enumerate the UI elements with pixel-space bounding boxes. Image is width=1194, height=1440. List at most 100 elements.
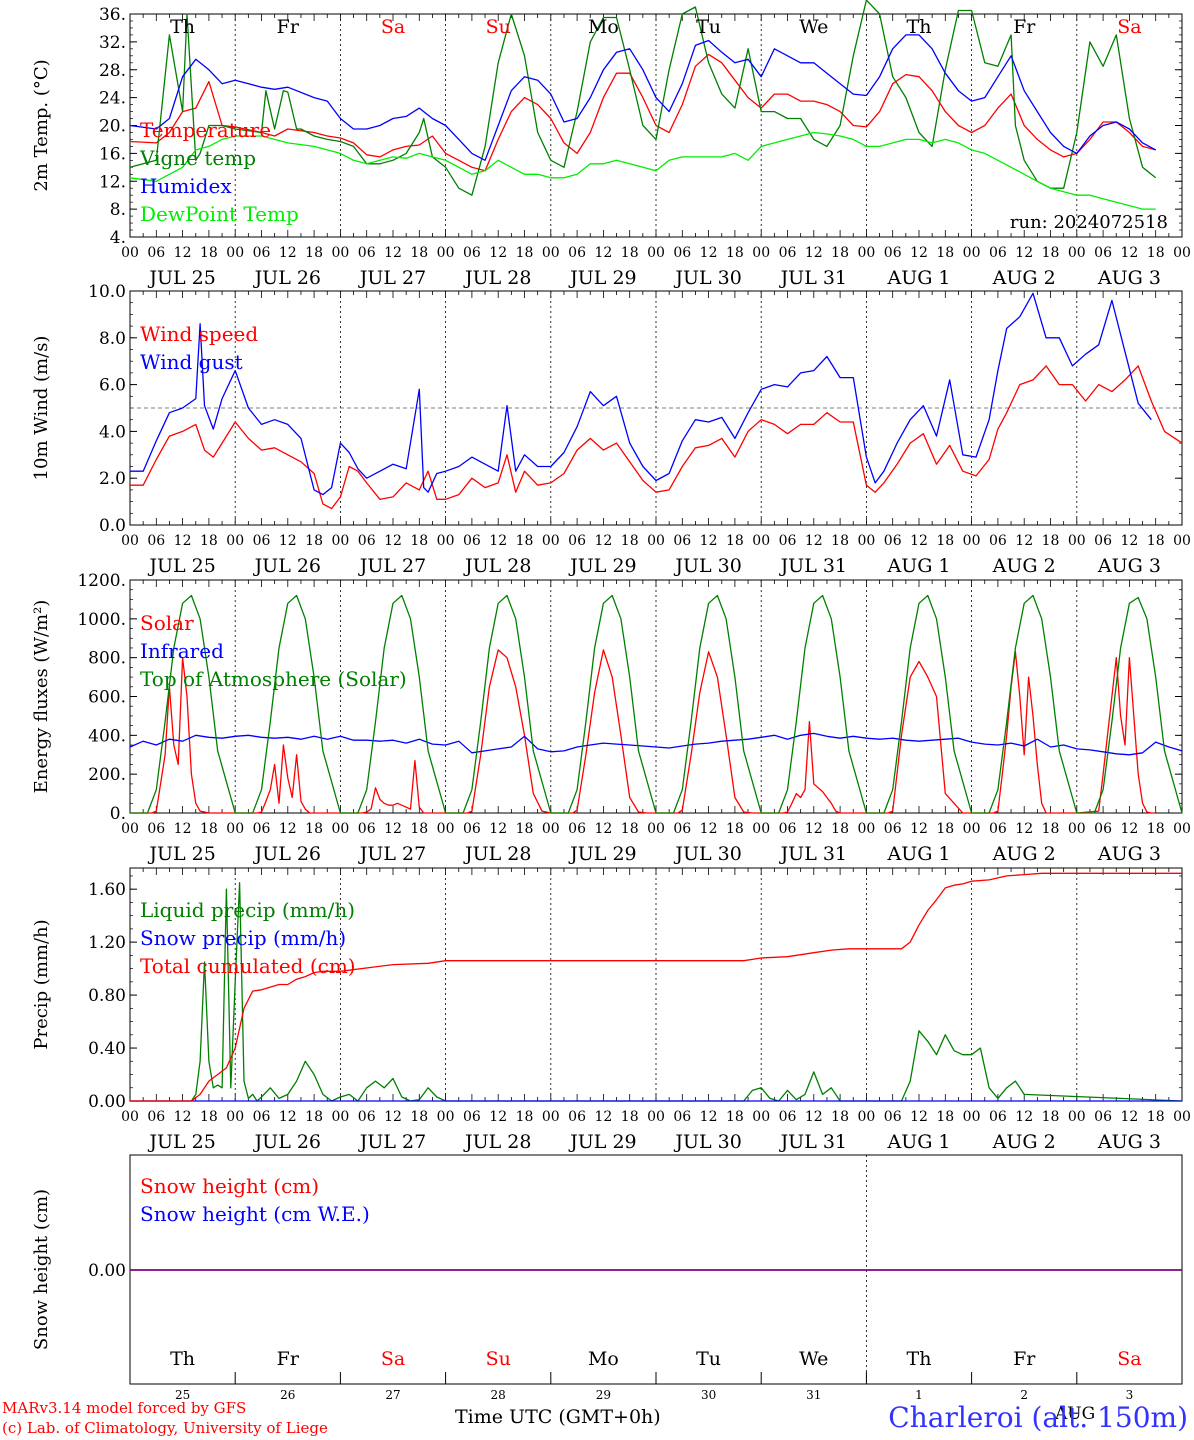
y-tick-label: 4. (110, 228, 126, 248)
hour-label: 06 (358, 245, 376, 261)
hour-label: 18 (831, 1109, 849, 1125)
hour-label: 06 (463, 1109, 481, 1125)
hour-label: 06 (779, 821, 797, 837)
y-tick-label: 1.20 (88, 933, 126, 953)
legend-entry: Snow precip (mm/h) (140, 926, 346, 950)
hour-label: 18 (831, 245, 849, 261)
y-axis-label: Precip (mm/h) (31, 919, 52, 1049)
hour-label: 12 (805, 821, 823, 837)
series-total-cumulated-cm- (130, 872, 1182, 1102)
hour-label: 00 (437, 1109, 455, 1125)
y-tick-label: 400. (88, 726, 126, 746)
hour-label: 12 (594, 245, 612, 261)
legend-entry: Top of Atmosphere (Solar) (140, 667, 407, 691)
hour-label: 12 (174, 821, 192, 837)
date-label: JUL 29 (568, 843, 636, 865)
y-tick-label: 6.0 (99, 376, 126, 396)
legend-entry: Vigne temp (139, 146, 256, 170)
hour-label: 00 (752, 245, 770, 261)
hour-label: 00 (1068, 1109, 1086, 1125)
hour-label: 06 (568, 533, 586, 549)
hour-label: 00 (226, 245, 244, 261)
hour-label: 06 (358, 1109, 376, 1125)
hour-label: 06 (253, 821, 271, 837)
date-label: JUL 27 (358, 843, 426, 865)
hour-label: 00 (1068, 245, 1086, 261)
hour-label: 18 (936, 533, 954, 549)
hour-label: 06 (989, 1109, 1007, 1125)
hour-label: 12 (700, 533, 718, 549)
hour-label: 06 (989, 821, 1007, 837)
hour-label: 18 (936, 821, 954, 837)
y-tick-label: 32. (99, 33, 126, 53)
hour-label: 12 (805, 533, 823, 549)
hour-label: 12 (910, 533, 928, 549)
date-label: JUL 25 (147, 843, 215, 865)
hour-label: 06 (673, 1109, 691, 1125)
hour-label: 18 (1042, 533, 1060, 549)
hour-label: 06 (1094, 821, 1112, 837)
date-label: AUG 3 (1097, 555, 1161, 577)
hour-label: 18 (200, 821, 218, 837)
date-label: JUL 29 (568, 267, 636, 289)
hour-label: 00 (963, 821, 981, 837)
hour-label: 06 (463, 245, 481, 261)
weekday-label: Th (907, 1348, 932, 1370)
hour-label: 00 (226, 533, 244, 549)
hour-label: 00 (963, 533, 981, 549)
y-tick-label: 2.0 (99, 469, 126, 489)
hour-label: 18 (621, 821, 639, 837)
hour-label: 06 (463, 533, 481, 549)
hour-label: 18 (1147, 533, 1165, 549)
hour-label: 00 (752, 1109, 770, 1125)
series-humidex (129, 34, 1157, 161)
hour-label: 00 (857, 1109, 875, 1125)
hour-label: 18 (200, 1109, 218, 1125)
date-label: JUL 28 (463, 1131, 531, 1153)
hour-label: 12 (594, 533, 612, 549)
hour-label: 06 (147, 1109, 165, 1125)
hour-label: 12 (1120, 533, 1138, 549)
hour-label: 06 (673, 821, 691, 837)
hour-label: 18 (1042, 1109, 1060, 1125)
hour-label: 06 (884, 533, 902, 549)
date-label: AUG 1 (886, 843, 950, 865)
hour-label: 06 (673, 245, 691, 261)
y-tick-label: 800. (88, 649, 126, 669)
hour-label: 18 (1042, 821, 1060, 837)
hour-label: 00 (857, 821, 875, 837)
hour-label: 06 (147, 821, 165, 837)
hour-label: 06 (358, 821, 376, 837)
date-label: JUL 31 (779, 555, 847, 577)
hour-label: 00 (331, 533, 349, 549)
hour-label: 12 (279, 821, 297, 837)
hour-label: 06 (779, 533, 797, 549)
hour-label: 18 (200, 245, 218, 261)
hour-label: 06 (884, 821, 902, 837)
date-label: AUG 3 (1097, 843, 1161, 865)
hour-label: 00 (752, 821, 770, 837)
weekday-label: Tu (696, 1348, 721, 1370)
hour-label: 12 (1015, 245, 1033, 261)
weekday-label: Su (486, 1348, 511, 1370)
legend-entry: Snow height (cm W.E.) (140, 1202, 370, 1226)
hour-label: 00 (437, 821, 455, 837)
hour-label: 12 (384, 245, 402, 261)
hour-label: 06 (147, 245, 165, 261)
hour-label: 06 (253, 1109, 271, 1125)
hour-label: 00 (1068, 533, 1086, 549)
hour-label: 12 (910, 245, 928, 261)
hour-label: 00 (647, 245, 665, 261)
date-label: JUL 28 (463, 267, 531, 289)
run-label: run: 2024072518 (1010, 212, 1168, 233)
date-label: JUL 25 (147, 1131, 215, 1153)
time-axis-label: Time UTC (GMT+0h) (455, 1406, 661, 1428)
hour-label: 06 (568, 821, 586, 837)
date-label: AUG 2 (992, 1131, 1056, 1153)
hour-label: 00 (121, 533, 139, 549)
date-label: AUG 1 (886, 555, 950, 577)
hour-label: 12 (174, 533, 192, 549)
hour-label: 12 (384, 1109, 402, 1125)
hour-label: 06 (1094, 533, 1112, 549)
hour-label: 18 (516, 821, 534, 837)
